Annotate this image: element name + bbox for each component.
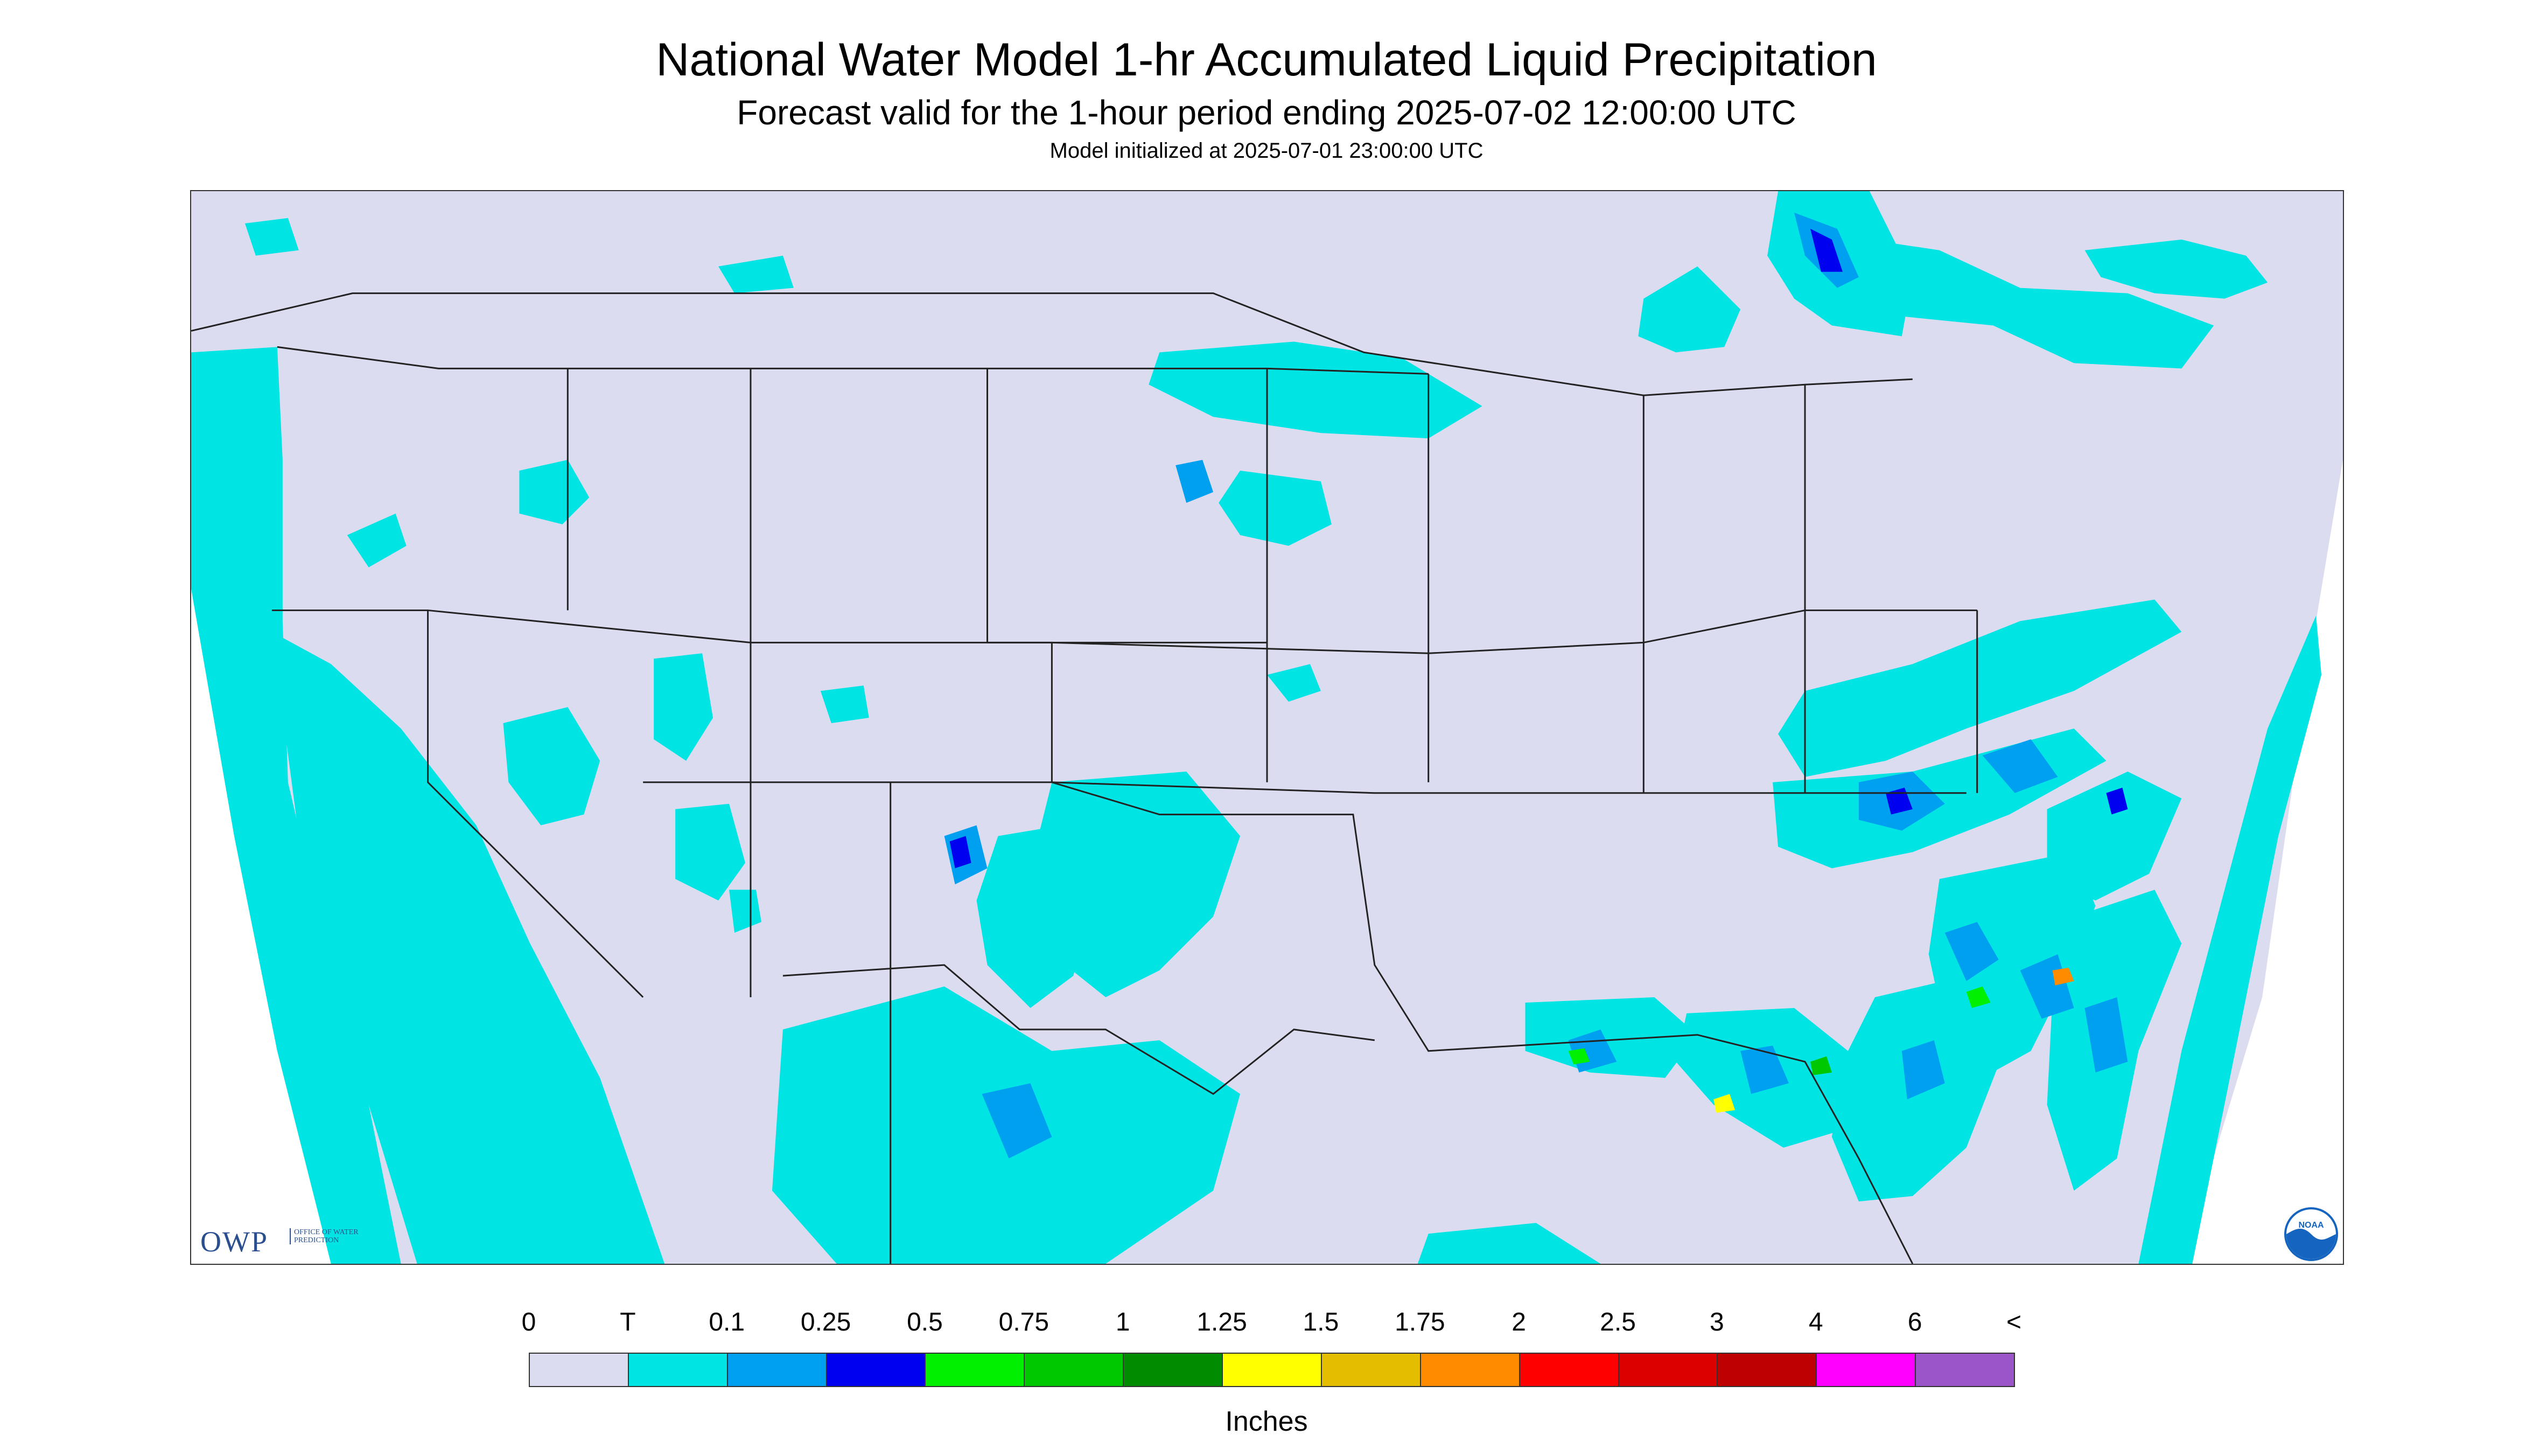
precip-heavy-cells <box>1568 968 2074 1113</box>
legend-units: Inches <box>1225 1406 1308 1437</box>
legend-tick-label: 1.25 <box>1196 1308 1247 1336</box>
model-init-time: Model initialized at 2025-07-01 23:00:00… <box>1049 139 1484 163</box>
legend-tick-label: 1.75 <box>1395 1308 1445 1336</box>
legend-tick-label: 3 <box>1710 1308 1724 1336</box>
noaa-logo-text: NOAA <box>2298 1221 2324 1230</box>
legend-tick-label: < <box>2006 1308 2022 1336</box>
boundary-lines <box>191 292 1978 1264</box>
legend-swatch <box>1519 1353 1619 1387</box>
map-canvas <box>191 191 2343 1264</box>
legend-swatch <box>1419 1353 1520 1387</box>
outside-domain-right <box>2181 459 2343 1264</box>
legend-tick-label: 0 <box>521 1308 536 1336</box>
legend-swatch <box>1024 1353 1124 1387</box>
legend-swatch <box>1222 1353 1322 1387</box>
legend-swatch <box>1816 1353 1916 1387</box>
legend-swatch <box>1618 1353 1718 1387</box>
legend-tick-label: 1 <box>1115 1308 1130 1336</box>
legend-swatch <box>529 1353 629 1387</box>
legend-swatch <box>1915 1353 2015 1387</box>
legend-tick-label: 1.5 <box>1303 1308 1339 1336</box>
legend-swatch <box>627 1353 728 1387</box>
legend-tick-label: 2 <box>1512 1308 1527 1336</box>
legend-tick-label: 0.75 <box>998 1308 1049 1336</box>
legend-swatch <box>1320 1353 1421 1387</box>
legend-tick-label: 0.25 <box>800 1308 851 1336</box>
outside-domain-left <box>191 589 331 1264</box>
legend-swatch <box>1717 1353 1817 1387</box>
map-subtitle: Forecast valid for the 1-hour period end… <box>737 93 1796 132</box>
owp-logo-mark: OWP <box>200 1226 268 1258</box>
legend-swatch <box>726 1353 827 1387</box>
legend-tick-label: 0.1 <box>709 1308 745 1336</box>
legend-tick-label: 4 <box>1808 1308 1823 1336</box>
precipitation-map[interactable] <box>190 190 2344 1265</box>
legend-swatch <box>825 1353 926 1387</box>
legend-swatch <box>925 1353 1025 1387</box>
legend-tick-label: 2.5 <box>1600 1308 1636 1336</box>
map-title: National Water Model 1-hr Accumulated Li… <box>656 34 1877 86</box>
precip-moderate-areas <box>949 228 2128 869</box>
legend-tick-label: 6 <box>1907 1308 1922 1336</box>
legend-swatch <box>1123 1353 1223 1387</box>
noaa-logo: NOAA <box>2284 1207 2338 1261</box>
legend-tick-label: 0.5 <box>907 1308 943 1336</box>
legend-tick-label: T <box>620 1308 636 1336</box>
owp-logo-text: OFFICE OF WATER PREDICTION <box>290 1228 359 1244</box>
